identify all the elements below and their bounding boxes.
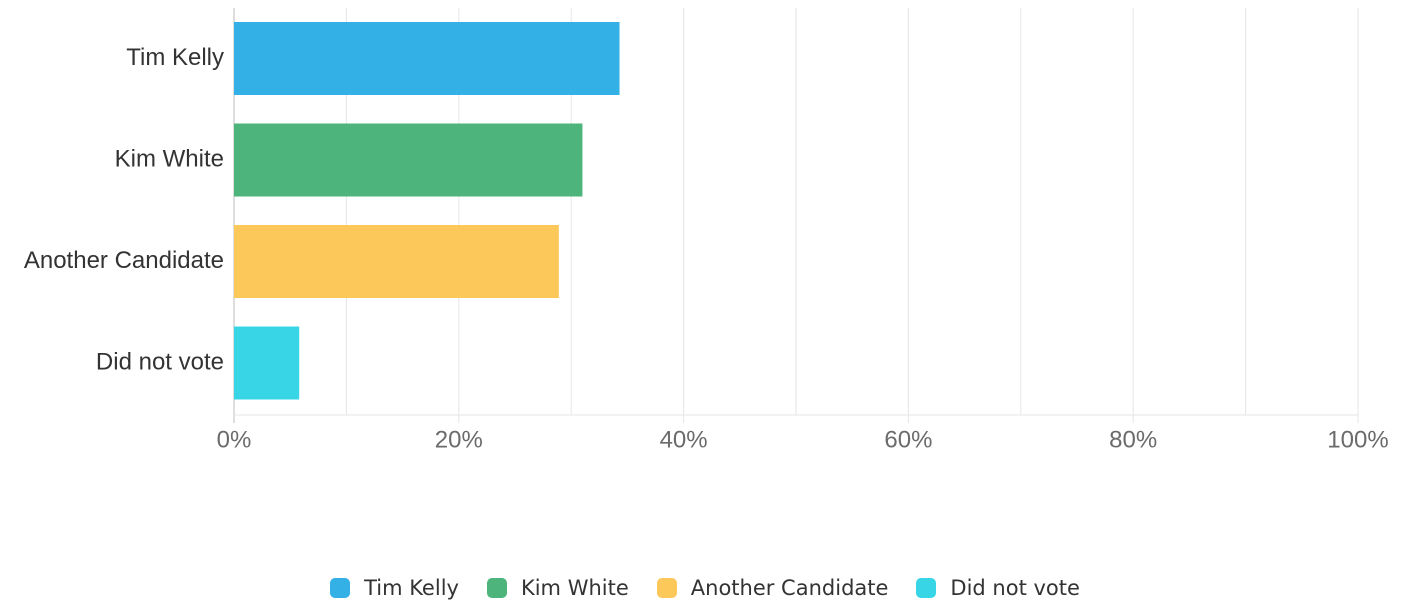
bar-kim-white — [234, 123, 583, 197]
legend: Tim Kelly Kim White Another Candidate Did n… — [0, 572, 1410, 604]
legend-swatch — [916, 578, 937, 598]
x-tick-label: 20% — [435, 426, 483, 453]
category-label: Tim Kelly — [126, 44, 224, 71]
legend-item: Did not vote — [916, 576, 1080, 600]
bar-did-not-vote — [234, 326, 300, 400]
legend-label: Tim Kelly — [364, 576, 459, 600]
x-tick-label: 60% — [884, 426, 932, 453]
x-axis-tick-labels: 0% 20% 40% 60% 80% 100% — [217, 426, 1389, 453]
bar-tim-kelly — [234, 22, 620, 95]
category-label: Did not vote — [96, 348, 224, 375]
legend-swatch — [656, 578, 677, 598]
category-labels: Tim Kelly Kim White Another Candidate Did n… — [24, 44, 224, 376]
legend-item: Another Candidate — [656, 576, 889, 600]
bars — [234, 22, 620, 400]
category-label: Kim White — [115, 145, 224, 172]
x-tick-label: 40% — [660, 426, 708, 453]
legend-swatch — [486, 578, 507, 598]
x-tick-label: 100% — [1327, 426, 1388, 453]
legend-label: Did not vote — [950, 576, 1080, 600]
legend-label: Another Candidate — [690, 576, 889, 600]
bar-chart: Tim Kelly Kim White Another Candidate Did n… — [24, 8, 1389, 453]
bar-another-candidate — [234, 225, 559, 298]
legend-item: Kim White — [486, 576, 629, 600]
legend-item: Tim Kelly — [330, 576, 459, 600]
x-tick-label: 80% — [1109, 426, 1157, 453]
legend-swatch — [330, 578, 351, 598]
legend-label: Kim White — [520, 576, 629, 600]
category-label: Another Candidate — [24, 247, 224, 274]
x-tick-label: 0% — [217, 426, 252, 453]
